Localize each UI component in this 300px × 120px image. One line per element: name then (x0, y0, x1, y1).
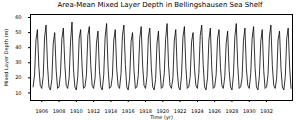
svg-text:1924: 1924 (191, 108, 204, 114)
svg-text:40: 40 (15, 44, 21, 50)
svg-text:Mixed Layer Depth (m): Mixed Layer Depth (m) (3, 29, 10, 87)
svg-text:1906: 1906 (35, 108, 48, 114)
svg-text:1914: 1914 (105, 108, 118, 114)
svg-text:20: 20 (15, 74, 21, 80)
svg-text:1922: 1922 (174, 108, 187, 114)
svg-text:1910: 1910 (70, 108, 83, 114)
svg-text:1918: 1918 (139, 108, 152, 115)
svg-text:1912: 1912 (87, 108, 100, 114)
svg-text:1926: 1926 (208, 108, 221, 114)
svg-text:1932: 1932 (260, 108, 273, 114)
svg-text:30: 30 (15, 59, 21, 65)
svg-text:60: 60 (15, 14, 21, 20)
svg-text:10: 10 (15, 90, 21, 96)
svg-text:Time (yr): Time (yr) (149, 114, 173, 120)
svg-text:1908: 1908 (53, 108, 66, 114)
svg-text:1920: 1920 (156, 108, 170, 115)
svg-text:1916: 1916 (122, 108, 135, 114)
svg-text:50: 50 (15, 29, 21, 35)
svg-text:1930: 1930 (243, 108, 256, 114)
html-text:Area-Mean Mixed Layer Depth in: Area-Mean Mixed Layer Depth in Bellingsh… (57, 1, 263, 9)
svg-text:1928: 1928 (226, 108, 239, 114)
